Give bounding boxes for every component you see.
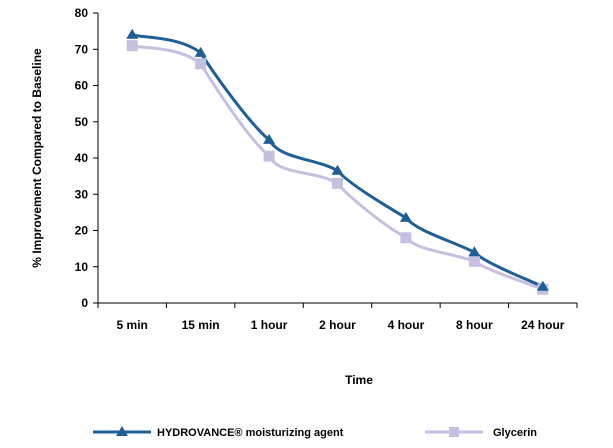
series-markers [126, 28, 549, 295]
tick-labels: 0 10 20 30 40 50 60 70 80 5 min 15 min 1 hour 2 hour… [75, 6, 565, 332]
legend: HYDROVANCE® moisturizing agent Glycerin [93, 426, 537, 439]
data-point-glycerin [195, 58, 207, 70]
y-axis-title: % Improvement Compared to Baseline [30, 48, 44, 268]
data-point-glycerin [126, 40, 138, 52]
data-point-hydrovance [126, 28, 139, 39]
x-tick-label: 8 hour [456, 318, 493, 332]
series-line-hydrovance [130, 33, 545, 289]
data-point-hydrovance [468, 246, 481, 257]
legend-marker-triangle [116, 426, 128, 436]
legend-label-glycerin: Glycerin [493, 427, 537, 439]
x-tick-label: 4 hour [388, 318, 425, 332]
x-axis-title: Time [345, 373, 373, 387]
data-point-hydrovance [331, 164, 344, 175]
y-tick-label: 10 [75, 260, 89, 274]
x-tick-label: 5 min [117, 318, 148, 332]
y-tick-label: 80 [75, 6, 89, 20]
x-tick-label: 1 hour [251, 318, 288, 332]
y-tick-label: 20 [75, 224, 89, 238]
y-tick-label: 40 [75, 151, 89, 165]
legend-marker-square [449, 427, 459, 437]
data-point-glycerin [332, 177, 343, 189]
y-tick-label: 70 [75, 42, 89, 56]
y-tick-label: 50 [75, 115, 89, 129]
legend-item-hydrovance: HYDROVANCE® moisturizing agent [93, 426, 344, 439]
data-point-glycerin [400, 232, 412, 244]
data-point-hydrovance [263, 133, 276, 144]
series-lines [130, 33, 545, 291]
data-point-hydrovance [536, 280, 549, 291]
data-point-glycerin [263, 150, 275, 162]
data-point-hydrovance [194, 46, 207, 57]
y-tick-label: 30 [75, 187, 89, 201]
legend-item-glycerin: Glycerin [425, 427, 537, 439]
x-tick-label: 15 min [182, 318, 220, 332]
y-tick-label: 60 [75, 79, 89, 93]
x-tick-label: 24 hour [521, 318, 565, 332]
legend-label-hydrovance: HYDROVANCE® moisturizing agent [157, 427, 344, 439]
axes [93, 12, 578, 308]
x-tick-label: 2 hour [319, 318, 356, 332]
data-point-glycerin [468, 255, 480, 267]
y-tick-label: 0 [81, 296, 88, 310]
data-point-hydrovance [399, 211, 412, 222]
